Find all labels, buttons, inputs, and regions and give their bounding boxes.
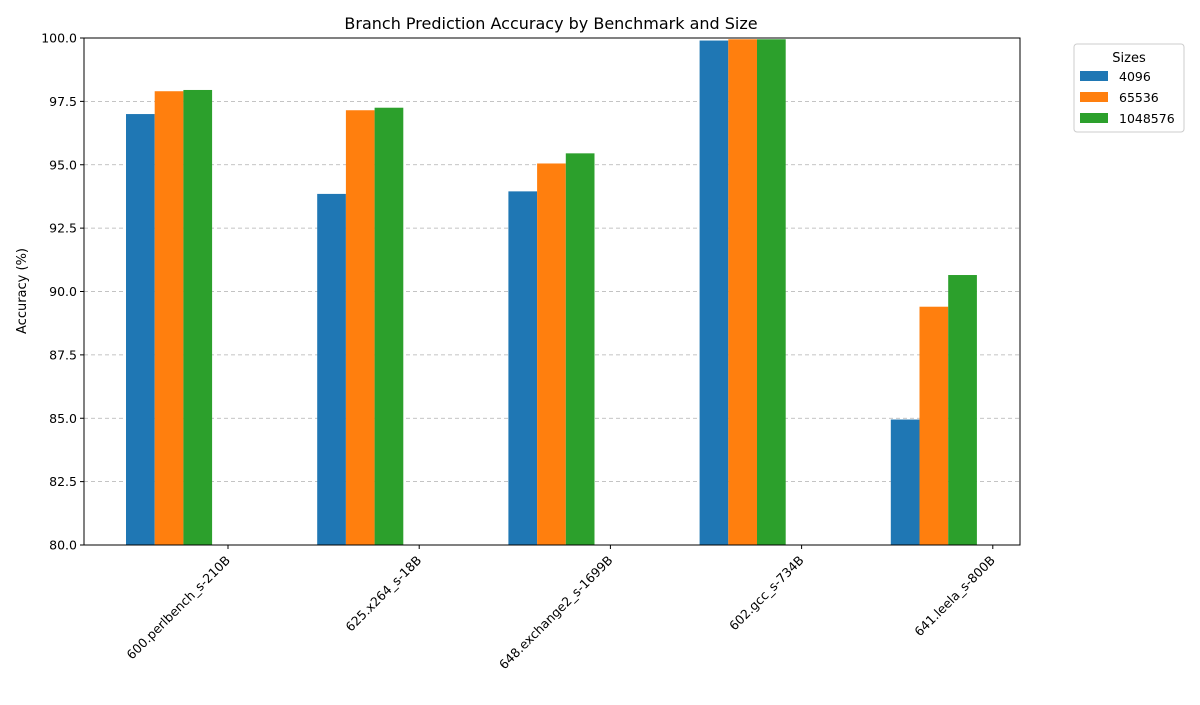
- y-axis-label: Accuracy (%): [15, 248, 30, 334]
- legend-label-1048576: 1048576: [1119, 111, 1175, 126]
- legend-swatch-65536: [1080, 92, 1108, 102]
- bar-65536-2: [345, 110, 375, 545]
- y-tick-label: 95.0: [49, 157, 77, 172]
- x-tick-label: 648.exchange2_s-1699B: [496, 553, 616, 673]
- legend-swatch-4096: [1080, 71, 1108, 81]
- chart-title: Branch Prediction Accuracy by Benchmark …: [344, 14, 757, 33]
- x-tick-label: 625.x264_s-18B: [342, 553, 424, 635]
- y-tick-label: 87.5: [49, 347, 77, 362]
- y-tick-label: 92.5: [49, 221, 77, 236]
- bar-65536-1: [154, 91, 184, 546]
- bar-1048576-1: [183, 89, 213, 545]
- y-tick-label: 82.5: [49, 474, 77, 489]
- bar-4096-2: [317, 193, 346, 545]
- x-axis-ticks: 600.perlbench_s-210B 625.x264_s-18B 648.ex…: [123, 545, 998, 673]
- y-tick-label: 90.0: [49, 284, 77, 299]
- legend-frame: [1073, 43, 1185, 133]
- legend-items: 4096 65536 1048576: [1080, 69, 1175, 126]
- bar-1048576-4: [757, 39, 786, 546]
- y-tick-label: 97.5: [49, 94, 77, 109]
- bar-1048576-3: [565, 153, 595, 545]
- bar-4096-1: [126, 114, 155, 546]
- y-tick-label: 80.0: [49, 538, 77, 553]
- legend-swatch-1048576: [1080, 113, 1108, 123]
- bar-65536-4: [728, 39, 757, 546]
- x-tick-label: 602.gcc_s-734B: [726, 553, 807, 634]
- bars: [126, 39, 977, 546]
- legend-title: Sizes: [1112, 51, 1146, 66]
- y-axis-ticks: 80.0 82.5 85.0 87.5 90.0 92.5 95.0 97.5 100.0: [41, 31, 84, 553]
- bar-1048576-5: [948, 275, 977, 545]
- x-tick-label: 641.leela_s-800B: [911, 553, 998, 640]
- legend-label-65536: 65536: [1119, 90, 1159, 105]
- legend-label-4096: 4096: [1119, 69, 1151, 84]
- bar-4096-4: [699, 40, 729, 545]
- bar-4096-3: [508, 191, 538, 545]
- x-tick-label: 600.perlbench_s-210B: [123, 553, 233, 663]
- bar-4096-5: [890, 419, 920, 545]
- bar-65536-3: [537, 163, 566, 546]
- bar-1048576-2: [374, 107, 404, 546]
- legend: Sizes 4096 65536 1048576: [1073, 43, 1185, 133]
- y-tick-label: 85.0: [49, 411, 77, 426]
- bar-65536-5: [919, 306, 949, 545]
- y-tick-label: 100.0: [41, 31, 77, 46]
